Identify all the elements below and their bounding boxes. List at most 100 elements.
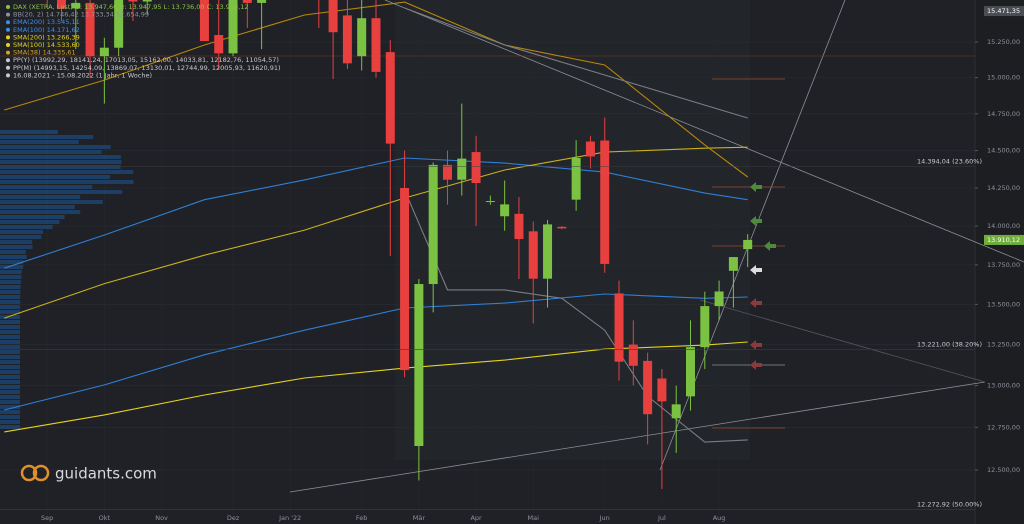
volume-bar [0, 270, 22, 274]
volume-bar [0, 170, 134, 174]
volume-bar [0, 390, 20, 394]
candle-body [528, 231, 538, 279]
y-tick-label: 13.750,00 [987, 261, 1020, 269]
volume-bar [0, 260, 24, 264]
volume-bar [0, 265, 24, 269]
watermark: guidants.com [20, 464, 157, 483]
candle-body [557, 226, 567, 229]
volume-bar [0, 155, 121, 159]
volume-bar [0, 150, 102, 154]
legend-entry: 16.08.2021 - 15.08.2022 (1 Jahr, 1 Woche… [13, 71, 152, 79]
trend-line [699, 299, 986, 383]
grid [0, 41, 975, 471]
legend-dot [6, 73, 10, 78]
volume-bar [0, 325, 21, 329]
volume-bar [0, 285, 21, 289]
volume-bar [0, 300, 21, 304]
volume-bar [0, 310, 21, 314]
volume-bar [0, 425, 20, 429]
candle-body [257, 0, 267, 3]
volume-bar [0, 220, 60, 224]
watermark-text: guidants.com [55, 465, 157, 483]
candle-body [385, 52, 395, 144]
volume-bar [0, 280, 21, 284]
volume-bar [0, 355, 21, 359]
candle-body [328, 0, 338, 33]
indicator-line [4, 1, 749, 178]
candle-body [743, 239, 753, 250]
y-tick-label: 12.500,00 [987, 466, 1020, 474]
candle-body [428, 164, 438, 285]
legend-dot [6, 50, 10, 55]
candle-body [56, 0, 66, 9]
candle-body [199, 0, 209, 42]
logo [32, 464, 50, 482]
candle-body [500, 204, 510, 217]
legend-dot [6, 5, 10, 9]
candle-body [400, 188, 410, 371]
x-tick-label: Dez [227, 514, 240, 522]
volume-bar [0, 340, 21, 344]
price-label: 13.910,12 [987, 236, 1020, 244]
volume-bar [0, 190, 123, 194]
candle-body [357, 18, 367, 57]
candle-body [628, 344, 638, 366]
y-tick-label: 13.250,00 [987, 341, 1020, 349]
volume-bar [0, 185, 93, 189]
y-tick-label: 15.250,00 [987, 38, 1020, 46]
legend-entry: DAX (XETRA, Last) O: 13.947,66 H: 13.947… [13, 3, 249, 11]
candle-body [686, 347, 696, 397]
volume-bar [0, 350, 21, 354]
candle-body [657, 378, 667, 402]
volume-bar [0, 335, 21, 339]
trend-line [289, 381, 986, 493]
legend-dot [6, 27, 10, 32]
candle-body [371, 18, 381, 72]
candle-body [99, 47, 109, 57]
x-tick-label: Jul [657, 514, 666, 522]
volume-bar [0, 130, 58, 134]
volume-bar [0, 410, 20, 414]
candle-body [643, 360, 653, 415]
axis-background [975, 0, 1024, 524]
volume-bar [0, 405, 20, 409]
legend-entry: PP(M) (14993,15, 14254,09, 13869,07, 131… [13, 64, 281, 72]
band-shade [395, 0, 750, 460]
y-tick-label: 13.500,00 [987, 300, 1020, 308]
fib-label: 13.221,00 (38.20%) [917, 340, 982, 348]
volume-bar [0, 165, 121, 169]
volume-bar [0, 160, 122, 164]
arrow [750, 360, 762, 370]
arrow [750, 298, 762, 308]
y-tick-label: 14.750,00 [987, 110, 1020, 118]
candle-body [128, 0, 138, 2]
volume-bar [0, 305, 21, 309]
volume-bar [0, 320, 21, 324]
x-tick-label: Nov [155, 514, 168, 522]
volume-bar [0, 230, 44, 234]
legend-entry: SMA(38) 14.335,61 [13, 49, 76, 57]
volume-bar [0, 215, 65, 219]
arrow [750, 182, 762, 192]
candle-body [571, 158, 581, 200]
candle-body [342, 15, 352, 64]
price-label: 15.471,35 [987, 7, 1020, 15]
x-tick-label: Feb [356, 514, 368, 522]
volume-bar [0, 195, 81, 199]
volume-bar [0, 205, 75, 209]
volume-bar [0, 380, 21, 384]
x-tick-label: Mai [528, 514, 540, 522]
arrow [750, 216, 762, 226]
volume-bar [0, 200, 103, 204]
legend-dot [6, 43, 10, 47]
candle-body [514, 213, 524, 240]
volume-bar [0, 245, 33, 249]
logo [20, 464, 38, 482]
volume-bar [0, 395, 20, 399]
y-tick-label: 15.000,00 [987, 74, 1020, 82]
legend-entry: SMA(200) 13.266,39 [13, 33, 80, 41]
volume-bar [0, 180, 134, 184]
candle-body [442, 164, 452, 180]
volume-bar [0, 420, 20, 424]
